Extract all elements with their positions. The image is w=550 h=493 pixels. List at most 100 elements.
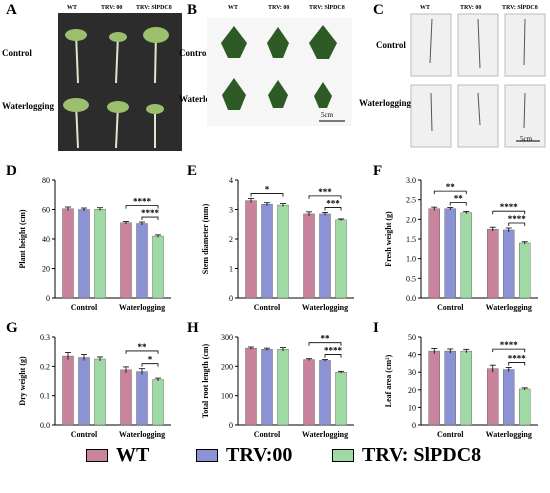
root-photo bbox=[410, 13, 546, 148]
significance-label: ** bbox=[446, 182, 456, 192]
x-tick-label: Waterlogging bbox=[302, 303, 348, 312]
y-tick-label: 100 bbox=[221, 392, 233, 401]
significance-bracket bbox=[449, 202, 467, 206]
significance-bracket bbox=[324, 354, 342, 358]
row-label-control: Control bbox=[2, 48, 32, 58]
y-tick-label: 40 bbox=[42, 235, 50, 244]
significance-label: **** bbox=[500, 202, 519, 212]
significance-bracket bbox=[433, 190, 467, 195]
y-tick-label: 0 bbox=[46, 294, 50, 303]
y-tick-label: 20 bbox=[408, 386, 416, 395]
bar bbox=[303, 213, 315, 299]
significance-label: * bbox=[265, 185, 270, 195]
y-tick-label: 30 bbox=[408, 368, 416, 377]
panel-label-e: E bbox=[187, 163, 198, 179]
chart-stem-diameter: 0 1 2 3 4 Stem diameter (mm) Control Waterloggi… bbox=[201, 176, 354, 312]
legend-swatch-trv00 bbox=[196, 449, 218, 462]
bar bbox=[94, 209, 106, 299]
scale-bar-label-b: 5cm bbox=[321, 111, 334, 119]
panel-label-h: H bbox=[187, 320, 199, 336]
bar bbox=[245, 347, 257, 426]
y-tick-label: 200 bbox=[221, 362, 233, 371]
significance-label: * bbox=[148, 355, 153, 365]
y-tick-label: 2 bbox=[229, 235, 233, 244]
significance-label: *** bbox=[326, 198, 340, 208]
bar bbox=[136, 223, 148, 299]
bar bbox=[277, 349, 289, 426]
legend-label-wt: WT bbox=[116, 444, 150, 466]
y-tick-label: 0.3 bbox=[40, 333, 50, 342]
chart-fresh-weight: 0.0 0.5 1.0 1.5 2.0 2.5 3.0 Fresh weight (g) Con… bbox=[384, 176, 538, 312]
bar bbox=[487, 228, 499, 299]
x-tick-label: Waterlogging bbox=[119, 430, 165, 439]
y-tick-label: 10 bbox=[408, 403, 416, 412]
y-tick-label: 60 bbox=[42, 206, 50, 215]
legend-item-wt: WT bbox=[86, 444, 149, 467]
x-tick-label: Waterlogging bbox=[486, 430, 532, 439]
chart-dry-weight: 0.0 0.1 0.2 0.3 Dry weight (g) Control Waterlo… bbox=[18, 333, 171, 439]
bar bbox=[487, 368, 499, 426]
legend-swatch-trvslpdc8 bbox=[332, 449, 354, 462]
bar bbox=[136, 371, 148, 426]
significance-bracket bbox=[141, 216, 159, 221]
y-axis-label: Plant height (cm) bbox=[18, 209, 27, 268]
y-tick-label: 80 bbox=[42, 176, 50, 185]
y-tick-label: 0 bbox=[229, 294, 233, 303]
bar bbox=[519, 242, 531, 299]
significance-bracket bbox=[324, 207, 342, 211]
significance-label: **** bbox=[500, 340, 519, 350]
y-tick-label: 3 bbox=[229, 206, 233, 215]
chart-plant-height: 0 20 40 60 80 Plant height (cm) Control Waterlo… bbox=[18, 176, 171, 312]
significance-label: **** bbox=[141, 208, 160, 218]
bar bbox=[335, 372, 347, 426]
seedling-photo bbox=[58, 13, 182, 151]
panel-label-d: D bbox=[6, 163, 17, 179]
col-label-trvslpdc8: TRV: SlPDC8 bbox=[502, 5, 538, 11]
bar bbox=[428, 350, 440, 426]
col-label-wt: WT bbox=[67, 5, 78, 11]
legend-swatch-wt bbox=[86, 449, 108, 462]
y-axis-label: Stem diameter (mm) bbox=[201, 203, 210, 274]
x-tick-label: Control bbox=[437, 430, 464, 439]
col-label-trvslpdc8: TRV: SlPDC8 bbox=[136, 5, 172, 11]
bar bbox=[62, 208, 74, 299]
bar bbox=[277, 204, 289, 299]
significance-label: ** bbox=[454, 194, 464, 204]
bar bbox=[94, 358, 106, 426]
significance-bracket bbox=[308, 195, 342, 199]
row-label-control: Control bbox=[376, 40, 406, 50]
y-tick-label: 0.0 bbox=[406, 294, 416, 303]
bar bbox=[120, 369, 132, 426]
significance-bracket bbox=[141, 363, 159, 367]
bar bbox=[319, 213, 331, 299]
significance-bracket bbox=[125, 350, 159, 354]
y-tick-label: 2.0 bbox=[406, 215, 416, 224]
y-tick-label: 300 bbox=[221, 333, 233, 342]
significance-label: *** bbox=[318, 187, 332, 197]
x-tick-label: Control bbox=[71, 303, 98, 312]
chart-leaf-area: 0 10 20 30 40 50 Leaf area (cm²) Control Waterlo… bbox=[384, 333, 538, 439]
y-tick-label: 0 bbox=[412, 421, 416, 430]
bar bbox=[245, 200, 257, 299]
x-tick-label: Waterlogging bbox=[486, 303, 532, 312]
bar bbox=[78, 209, 90, 299]
scale-bar-label-c: 5cm bbox=[520, 135, 533, 143]
significance-bracket bbox=[250, 193, 284, 197]
col-label-trv00: TRV: 00 bbox=[460, 5, 482, 11]
row-label-waterlogging: Waterlogging bbox=[179, 94, 231, 104]
bar bbox=[519, 388, 531, 426]
y-tick-label: 2.5 bbox=[406, 196, 416, 205]
significance-label: **** bbox=[508, 214, 527, 224]
y-axis-label: Leaf area (cm²) bbox=[384, 354, 393, 407]
leaf-photo bbox=[207, 18, 352, 126]
bar bbox=[444, 350, 456, 426]
row-label-control: Control bbox=[179, 48, 209, 58]
significance-bracket bbox=[492, 210, 526, 215]
col-label-wt: WT bbox=[420, 5, 431, 11]
y-tick-label: 0 bbox=[229, 421, 233, 430]
y-tick-label: 0.0 bbox=[40, 421, 50, 430]
y-tick-label: 1.0 bbox=[406, 255, 416, 264]
bar bbox=[152, 235, 164, 299]
bar bbox=[503, 229, 515, 299]
significance-bracket bbox=[308, 342, 342, 346]
